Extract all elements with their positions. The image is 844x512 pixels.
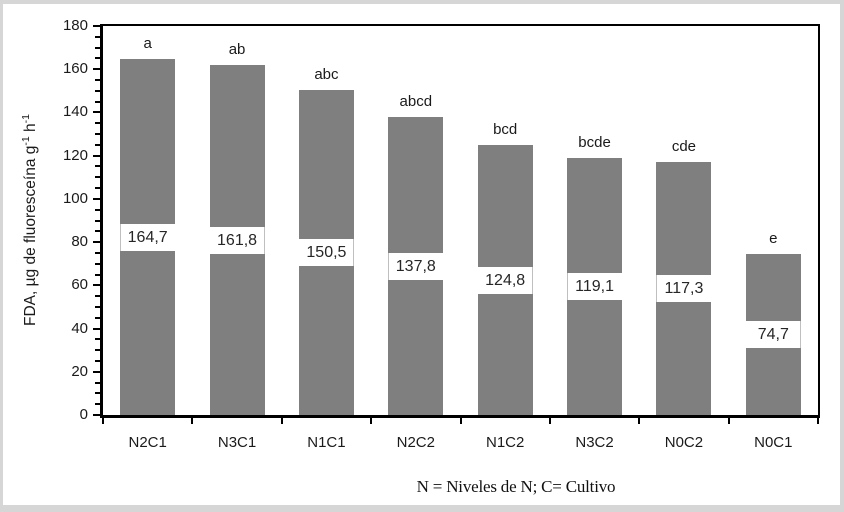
y-axis-minor-tick [95, 316, 100, 319]
y-axis-major-tick [93, 327, 100, 330]
y-axis-title: FDA, µg de fluoresceína g-1 h-1 [20, 114, 40, 326]
y-axis-tick-label: 0 [79, 406, 88, 423]
y-axis-major-tick [93, 111, 100, 114]
x-axis-tick [280, 417, 283, 424]
significance-letter: cde [671, 137, 697, 155]
y-axis-tick-label: 160 [62, 60, 88, 78]
y-axis-tick-label: 180 [62, 17, 88, 34]
bar-value-label: 119,1 [567, 272, 623, 300]
x-category-label: N2C1 [128, 434, 167, 451]
y-axis-tick-label: 120 [62, 146, 88, 164]
x-category-label: N1C1 [307, 434, 346, 451]
bar-value-label: 124,8 [477, 266, 533, 294]
y-axis-major-tick [93, 414, 100, 416]
bar-value-label: 117,3 [656, 274, 712, 302]
y-axis-minor-tick [95, 230, 100, 233]
y-axis-minor-tick [95, 219, 100, 222]
y-axis-minor-tick [95, 251, 100, 254]
x-axis-tick [191, 417, 194, 424]
y-axis-minor-tick [95, 295, 100, 298]
y-axis-minor-tick [95, 208, 100, 211]
bar-value-label: 150,5 [298, 238, 354, 266]
y-axis-title-text: FDA, µg de fluoresceína g [22, 145, 40, 327]
y-axis-minor-tick [95, 133, 100, 136]
x-axis-tick [548, 417, 551, 424]
y-axis-minor-tick [95, 57, 100, 60]
y-axis-minor-tick [95, 359, 100, 362]
bar-value-label: 161,8 [209, 226, 265, 254]
y-axis-tick-label: 20 [71, 362, 88, 380]
y-axis-major-tick [93, 241, 100, 244]
y-axis-minor-tick [95, 46, 100, 49]
y-axis-major-tick [93, 25, 100, 27]
y-axis-minor-tick [95, 165, 100, 168]
significance-letter: e [769, 229, 778, 247]
y-axis-major-tick [93, 154, 100, 157]
y-axis-tick-label: 100 [62, 189, 88, 207]
y-axis-tick-label: 140 [62, 103, 88, 121]
significance-letter: a [143, 35, 152, 53]
y-axis-minor-tick [95, 35, 100, 38]
x-category-label: N3C2 [575, 434, 614, 451]
frame-edge-bottom [0, 505, 844, 512]
x-axis-caption: N = Niveles de N; C= Cultivo [416, 477, 616, 496]
significance-letter: abcd [399, 93, 433, 111]
x-axis-tick [102, 417, 104, 424]
y-axis-minor-tick [95, 381, 100, 384]
y-axis-tick-label: 40 [71, 319, 88, 337]
y-axis-minor-tick [95, 392, 100, 395]
y-axis-minor-tick [95, 403, 100, 406]
y-axis-minor-tick [95, 143, 100, 146]
y-axis-minor-tick [95, 79, 100, 82]
y-axis-minor-tick [95, 122, 100, 125]
y-axis-major-tick [93, 284, 100, 287]
x-category-label: N0C1 [754, 434, 793, 451]
x-axis-tick [817, 417, 819, 424]
y-axis-minor-tick [95, 176, 100, 179]
y-axis-minor-tick [95, 262, 100, 265]
y-axis-minor-tick [95, 100, 100, 103]
frame-edge-right [840, 0, 844, 512]
frame-edge-left [0, 0, 3, 512]
y-axis-major-tick [93, 370, 100, 373]
y-axis-tick-label: 80 [71, 233, 88, 251]
frame-edge-top [0, 0, 844, 4]
significance-letter: bcde [578, 133, 611, 151]
x-category-label: N0C2 [664, 434, 704, 451]
y-axis-minor-tick [95, 349, 100, 352]
y-axis-minor-tick [95, 305, 100, 308]
bar-value-label: 137,8 [388, 252, 444, 280]
y-axis-title-sup1: -1 [19, 136, 32, 146]
y-axis-major-tick [93, 68, 100, 71]
y-axis-minor-tick [95, 89, 100, 92]
x-axis-tick [370, 417, 373, 424]
x-category-label: N3C1 [217, 434, 257, 451]
significance-letter: ab [228, 41, 246, 59]
x-category-label: N1C2 [486, 434, 525, 451]
y-axis-major-tick [93, 197, 100, 200]
significance-letter: abc [314, 65, 339, 83]
bar-value-label: 74,7 [745, 320, 801, 348]
y-axis-tick-label: 60 [71, 276, 88, 294]
x-axis-tick [727, 417, 730, 424]
x-axis-tick [638, 417, 641, 424]
y-axis-minor-tick [95, 273, 100, 276]
bar-value-label: 164,7 [120, 223, 176, 251]
y-axis-title-mid: h [22, 123, 40, 137]
x-category-label: N2C2 [396, 434, 435, 451]
x-axis-tick [459, 417, 462, 424]
significance-letter: bcd [493, 121, 518, 139]
y-axis-title-sup2: -1 [19, 113, 32, 124]
y-axis-minor-tick [95, 187, 100, 190]
plot-area [100, 24, 820, 418]
y-axis-minor-tick [95, 338, 100, 341]
